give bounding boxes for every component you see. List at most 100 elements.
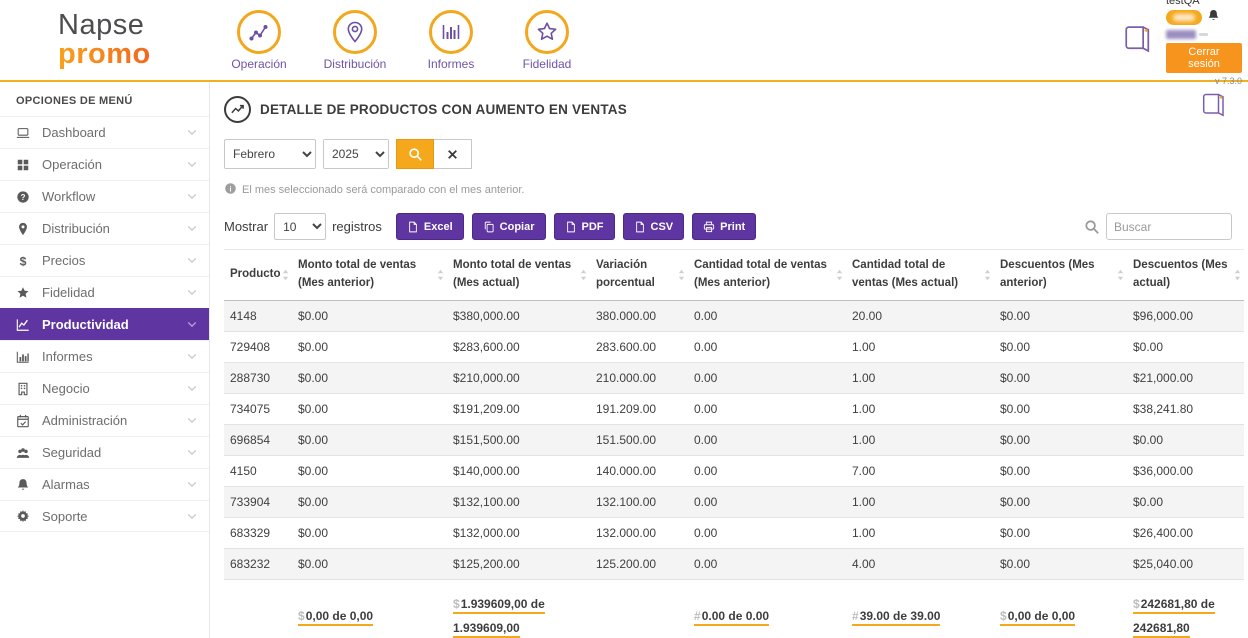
table-row: 734075 $0.00 $191,209.00 191.209.00 0.00 1.00… — [224, 393, 1244, 425]
table-cell: $38,241.80 — [1127, 393, 1244, 425]
bell-icon — [16, 478, 38, 492]
table-row: 683232 $0.00 $125,200.00 125.200.00 0.00 4.00… — [224, 548, 1244, 580]
header-nav-distribucion[interactable]: Distribución — [320, 9, 390, 71]
manual-book-icon[interactable] — [1122, 22, 1154, 59]
column-header-monto-total-de-ventas-mes-actual-[interactable]: Monto total de ventas (Mes actual) — [447, 249, 590, 301]
sort-icon — [1117, 269, 1124, 281]
sidebar-item-distribucion[interactable]: Distribución — [0, 212, 209, 244]
table-row: 4150 $0.00 $140,000.00 140.000.00 0.00 7.00 $0… — [224, 455, 1244, 487]
header-nav-informes[interactable]: Informes — [416, 9, 486, 71]
header-nav-fidelidad[interactable]: Fidelidad — [512, 9, 582, 71]
sidebar-item-fidelidad[interactable]: Fidelidad — [0, 276, 209, 308]
year-select[interactable]: 2025 — [323, 139, 389, 169]
svg-text:$: $ — [20, 254, 27, 268]
sidebar-item-dashboard[interactable]: Dashboard — [0, 116, 209, 148]
table-cell: $151,500.00 — [447, 424, 590, 456]
csv-export-button[interactable]: CSV — [622, 213, 685, 240]
sidebar-item-label: Administración — [42, 413, 128, 428]
column-header-producto[interactable]: Producto — [224, 249, 292, 301]
print-export-button[interactable]: Print — [692, 213, 757, 240]
sidebar-item-productividad[interactable]: Productividad — [0, 308, 209, 340]
notifications-bell-icon[interactable] — [1207, 9, 1220, 27]
table-search-input[interactable] — [1106, 213, 1232, 240]
copiar-export-button[interactable]: Copiar — [471, 213, 546, 240]
sidebar-item-workflow[interactable]: ? Workflow — [0, 180, 209, 212]
table-cell: 140.000.00 — [590, 455, 688, 487]
table-cell: 0.00 — [688, 393, 846, 425]
sidebar-item-seguridad[interactable]: Seguridad — [0, 436, 209, 468]
table-cell: $0.00 — [994, 362, 1127, 394]
table-cell: 696854 — [224, 424, 292, 456]
records-label: registros — [332, 219, 382, 234]
column-header-variacion-porcentual[interactable]: Variación porcentual — [590, 249, 688, 301]
calendar-check-icon — [16, 414, 38, 428]
table-cell: 4150 — [224, 455, 292, 487]
table-cell: $0.00 — [292, 486, 447, 518]
table-cell: 734075 — [224, 393, 292, 425]
table-cell: $132,000.00 — [447, 517, 590, 549]
building-icon — [16, 382, 38, 396]
sidebar-item-label: Dashboard — [42, 125, 106, 140]
table-cell: $0.00 — [994, 331, 1127, 363]
table-row: 288730 $0.00 $210,000.00 210.000.00 0.00 1.00… — [224, 362, 1244, 394]
user-org-redacted — [1166, 29, 1208, 39]
pdf-export-button[interactable]: PDF — [553, 213, 615, 240]
filter-search-button[interactable] — [396, 139, 434, 169]
table-cell: 1.00 — [846, 486, 994, 518]
column-total: #0.00 de 0.00 — [694, 608, 770, 626]
column-header-descuentos-mes-anterior-[interactable]: Descuentos (Mes anterior) — [994, 249, 1127, 301]
sidebar-item-soporte[interactable]: Soporte — [0, 500, 209, 532]
table-cell: $0.00 — [1127, 486, 1244, 518]
chevron-down-icon — [187, 161, 197, 168]
export-button-label: Print — [720, 220, 746, 233]
page-size-select[interactable]: 10 — [274, 213, 327, 240]
sidebar-item-label: Precios — [42, 253, 86, 268]
dollar-icon: $ — [16, 254, 38, 268]
logout-button[interactable]: Cerrar sesión — [1166, 42, 1242, 73]
table-toolbar: Mostrar 10 registros Excel Copiar PDF CSV Pr… — [224, 213, 1232, 240]
sidebar-item-label: Alarmas — [42, 477, 90, 492]
column-header-descuentos-mes-actual-[interactable]: Descuentos (Mes actual) — [1127, 249, 1244, 301]
chevron-down-icon — [187, 513, 197, 520]
sidebar-item-operacion[interactable]: Operación — [0, 148, 209, 180]
column-label: Cantidad total de ventas (Mes actual) — [852, 259, 959, 289]
total-cell — [590, 579, 688, 638]
sidebar-item-informes[interactable]: Informes — [0, 340, 209, 372]
header-nav-operacion[interactable]: Operación — [224, 9, 294, 71]
sidebar-item-label: Seguridad — [42, 445, 102, 460]
column-header-monto-total-de-ventas-mes-anterior-[interactable]: Monto total de ventas (Mes anterior) — [292, 249, 447, 301]
month-select[interactable]: Febrero — [224, 139, 316, 169]
column-label: Descuentos (Mes anterior) — [1000, 259, 1095, 289]
total-cell: $1.939609,00 de 1.939609,00 — [447, 579, 590, 638]
table-cell: 7.00 — [846, 455, 994, 487]
sidebar-item-label: Negocio — [42, 381, 90, 396]
column-header-cantidad-total-de-ventas-mes-actual-[interactable]: Cantidad total de ventas (Mes actual) — [846, 249, 994, 301]
table-cell: $191,209.00 — [447, 393, 590, 425]
sidebar-item-negocio[interactable]: Negocio — [0, 372, 209, 404]
help-book-icon[interactable] — [1200, 90, 1228, 123]
sidebar-item-administracion[interactable]: Administración — [0, 404, 209, 436]
table-cell: $0.00 — [994, 517, 1127, 549]
nav-label: Fidelidad — [522, 56, 572, 71]
table-cell: $0.00 — [292, 517, 447, 549]
table-cell: 0.00 — [688, 486, 846, 518]
brand-logo[interactable]: Napse promo — [0, 11, 210, 69]
sidebar-item-alarmas[interactable]: Alarmas — [0, 468, 209, 500]
excel-export-button[interactable]: Excel — [395, 213, 464, 240]
table-cell: 683232 — [224, 548, 292, 580]
total-cell: $242681,80 de 242681,80 — [1127, 579, 1244, 638]
header-nav: Operación Distribución Informes Fidelida… — [224, 9, 582, 71]
table-cell: $283,600.00 — [447, 331, 590, 363]
main-content: DETALLE DE PRODUCTOS CON AUMENTO EN VENT… — [210, 82, 1248, 638]
table-cell: 1.00 — [846, 517, 994, 549]
table-cell: 4148 — [224, 300, 292, 332]
question-circle-icon: ? — [16, 190, 38, 204]
filter-clear-button[interactable] — [434, 139, 472, 169]
svg-text:?: ? — [21, 192, 26, 201]
sidebar-item-label: Informes — [42, 349, 93, 364]
column-header-cantidad-total-de-ventas-mes-anterior-[interactable]: Cantidad total de ventas (Mes anterior) — [688, 249, 846, 301]
chevron-down-icon — [187, 417, 197, 424]
table-cell: 191.209.00 — [590, 393, 688, 425]
sidebar-item-precios[interactable]: $ Precios — [0, 244, 209, 276]
brand-subname: promo — [58, 40, 210, 69]
